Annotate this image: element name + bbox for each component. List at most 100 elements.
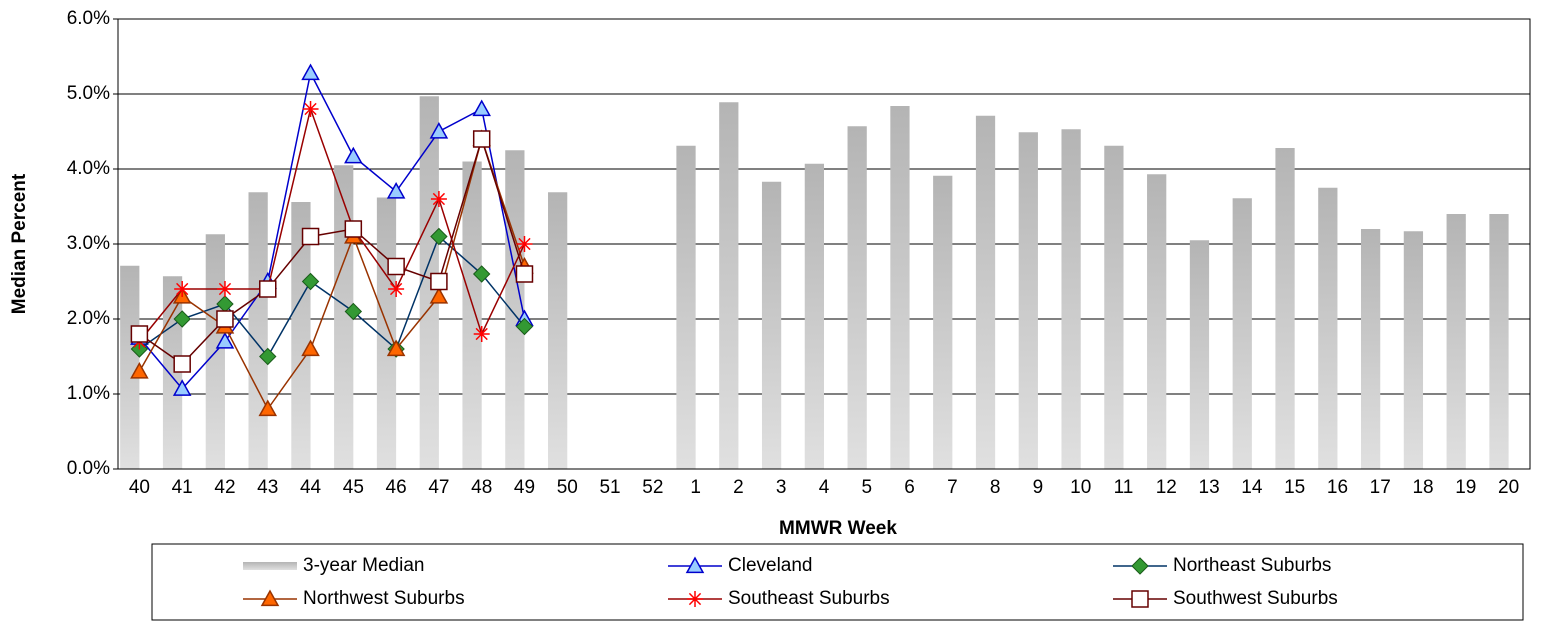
x-tick-label: 3 — [776, 477, 787, 498]
bar — [1147, 174, 1167, 469]
bar — [1061, 129, 1081, 469]
x-tick-label: 8 — [990, 477, 1001, 498]
x-tick-label: 48 — [471, 477, 492, 498]
x-tick-label: 14 — [1241, 477, 1263, 498]
bar — [1360, 229, 1381, 469]
y-tick-label: 5.0% — [67, 83, 110, 104]
x-tick-label: 19 — [1455, 477, 1476, 498]
x-tick-label: 15 — [1284, 477, 1305, 498]
marker — [174, 281, 191, 297]
marker — [130, 361, 149, 379]
marker — [473, 326, 490, 342]
x-tick-label: 51 — [599, 477, 620, 498]
marker — [386, 339, 406, 357]
x-tick-label: 9 — [1033, 477, 1044, 498]
bar — [462, 161, 482, 469]
x-tick-label: 20 — [1498, 477, 1519, 498]
marker — [472, 265, 491, 283]
marker — [430, 227, 448, 246]
x-tick-label: 42 — [214, 477, 235, 498]
y-tick-label: 0.0% — [67, 458, 110, 479]
marker — [216, 281, 233, 297]
marker — [430, 191, 447, 207]
marker — [172, 379, 192, 396]
y-axis-label: Median Percent — [9, 173, 30, 314]
y-tick-label: 6.0% — [67, 8, 110, 29]
marker — [1131, 590, 1149, 608]
marker — [301, 339, 320, 357]
marker — [687, 591, 703, 607]
marker — [173, 310, 191, 328]
marker — [516, 236, 533, 252]
marker — [302, 101, 319, 117]
bar — [248, 192, 268, 469]
marker — [258, 399, 278, 417]
legend-swatch — [243, 562, 297, 570]
marker — [259, 347, 277, 366]
x-tick-label: 1 — [690, 477, 701, 498]
marker — [301, 272, 320, 291]
line — [138, 70, 526, 390]
x-tick-label: 41 — [172, 477, 193, 498]
marker — [387, 257, 405, 276]
x-tick-label: 12 — [1156, 477, 1177, 498]
marker — [685, 556, 705, 574]
bar — [676, 145, 696, 469]
marker — [344, 146, 363, 164]
marker — [130, 325, 149, 343]
marker — [344, 220, 363, 238]
x-tick-label: 45 — [343, 477, 364, 498]
x-tick-label: 13 — [1199, 477, 1220, 498]
marker — [260, 589, 280, 607]
x-tick-label: 47 — [428, 477, 449, 498]
legend-label: Southwest Suburbs — [1173, 588, 1338, 609]
marker — [215, 331, 235, 349]
bar — [719, 102, 739, 469]
x-tick-label: 52 — [642, 477, 663, 498]
bar — [1403, 231, 1424, 469]
bar — [933, 175, 953, 469]
marker — [1131, 557, 1149, 575]
x-axis-label: MMWR Week — [779, 518, 897, 539]
x-tick-label: 11 — [1114, 477, 1134, 498]
bar — [1489, 214, 1509, 469]
x-tick-label: 18 — [1412, 477, 1433, 498]
x-tick-label: 50 — [557, 477, 578, 498]
line — [138, 136, 526, 411]
x-tick-label: 40 — [129, 477, 150, 498]
bar — [548, 192, 568, 469]
bar — [804, 163, 824, 469]
bar — [1189, 240, 1210, 469]
legend-label: Northwest Suburbs — [303, 588, 465, 609]
bar — [291, 202, 311, 469]
bar — [890, 106, 910, 469]
marker — [429, 286, 449, 304]
bar — [419, 96, 439, 469]
marker — [173, 355, 191, 373]
bar — [1275, 148, 1295, 469]
x-tick-label: 10 — [1070, 477, 1091, 498]
legend-label: Cleveland — [728, 555, 813, 576]
x-tick-label: 46 — [386, 477, 407, 498]
marker — [430, 272, 448, 291]
bar — [847, 126, 867, 469]
x-tick-label: 2 — [733, 477, 744, 498]
marker — [472, 130, 491, 148]
bar — [1446, 214, 1466, 469]
bar — [1232, 198, 1252, 469]
x-tick-label: 44 — [300, 477, 322, 498]
marker — [216, 310, 234, 328]
legend-label: Northeast Suburbs — [1173, 555, 1331, 576]
x-tick-label: 6 — [904, 477, 915, 498]
marker — [472, 99, 491, 117]
x-tick-label: 5 — [861, 477, 872, 498]
marker — [388, 281, 405, 297]
marker — [386, 181, 406, 199]
x-tick-label: 17 — [1370, 477, 1391, 498]
bar — [1104, 145, 1124, 469]
marker — [515, 265, 534, 283]
y-tick-label: 1.0% — [67, 383, 110, 404]
y-tick-label: 2.0% — [67, 308, 110, 329]
